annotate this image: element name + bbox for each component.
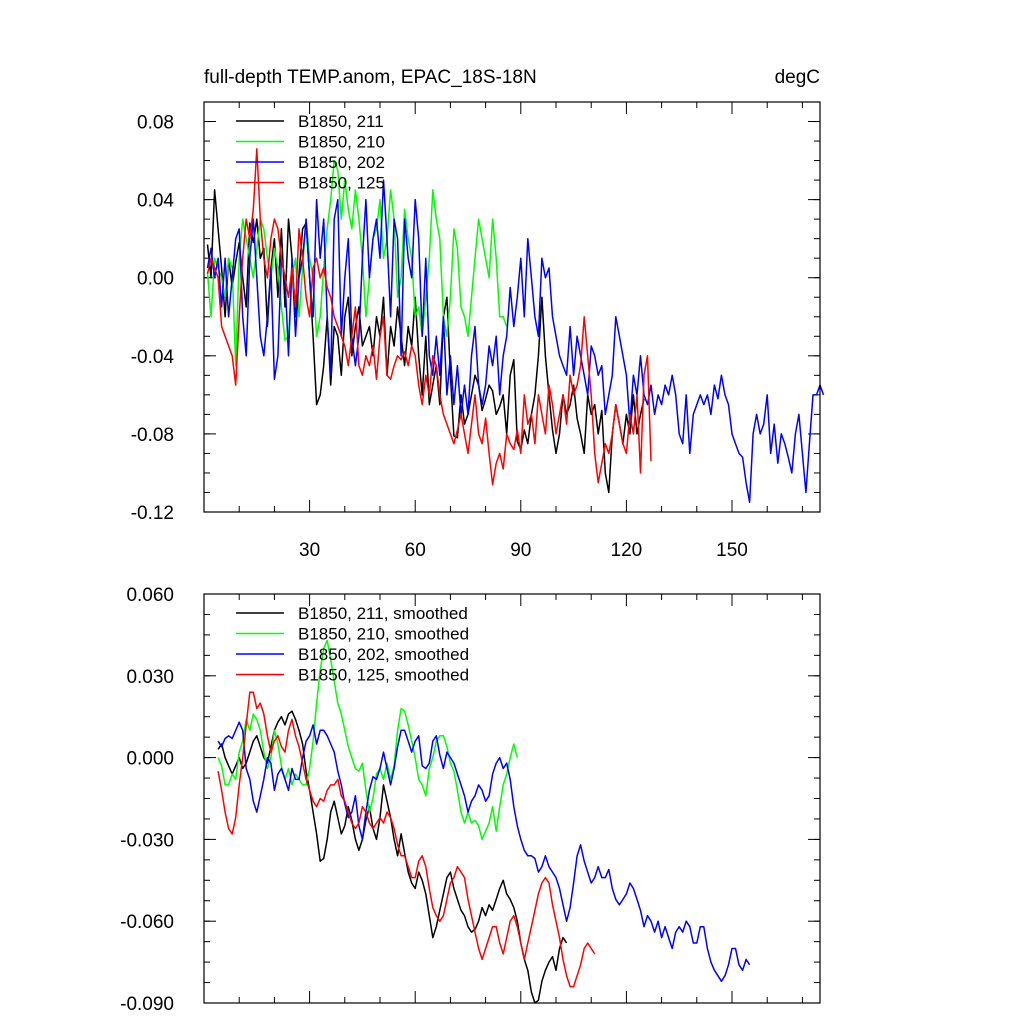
series-line-4 — [217, 691, 596, 988]
series-line-2 — [206, 159, 508, 367]
series-line-3 — [206, 179, 825, 503]
y-tick-label: 0.030 — [126, 667, 174, 688]
chart-title: full-depth TEMP.anom, EPAC_18S-18N — [204, 67, 537, 88]
legend-label: B1850, 125, smoothed — [298, 666, 469, 685]
series-group — [206, 148, 825, 503]
legend: B1850, 211, smoothed B1850, 210, smoothed… — [236, 604, 469, 685]
plot-frame — [203, 101, 821, 513]
y-tick-label: -0.12 — [131, 503, 174, 524]
plot-frame — [203, 593, 821, 1004]
legend-label: B1850, 202 — [298, 153, 385, 172]
x-tick-label: 150 — [716, 540, 748, 561]
y-tick-label: -0.04 — [131, 347, 175, 368]
series-group — [217, 639, 751, 1004]
panel-bottom: 0.060 0.030 0.000 -0.030 -0.060 -0.090 B1850,… — [120, 585, 821, 1015]
x-tick-label: 60 — [405, 540, 426, 561]
series-line-1 — [217, 710, 568, 1004]
y-tick-label: 0.060 — [126, 585, 174, 606]
legend-label: B1850, 211 — [298, 112, 384, 131]
y-tick-label: -0.060 — [120, 912, 174, 933]
y-tick-label: 0.00 — [137, 269, 174, 290]
y-tick-label: 0.08 — [137, 113, 174, 134]
y-tick-label: -0.030 — [120, 830, 174, 851]
x-tick-label: 90 — [510, 540, 531, 561]
x-tick-label: 120 — [611, 540, 643, 561]
legend-label: B1850, 211, smoothed — [298, 604, 468, 623]
series-line-4 — [206, 148, 652, 486]
legend-label: B1850, 210, smoothed — [298, 625, 469, 644]
legend-label: B1850, 125 — [298, 174, 385, 193]
panel-top: full-depth TEMP.anom, EPAC_18S-18N degC … — [131, 67, 825, 561]
units-label: degC — [775, 67, 820, 88]
series-line-3 — [217, 721, 751, 982]
y-tick-label: 0.000 — [126, 749, 174, 770]
y-tick-label: -0.090 — [120, 994, 174, 1015]
y-tick-label: -0.08 — [131, 425, 174, 446]
legend-label: B1850, 210 — [298, 133, 385, 152]
y-tick-label: 0.04 — [137, 191, 174, 212]
legend-label: B1850, 202, smoothed — [298, 645, 469, 664]
x-tick-label: 30 — [299, 540, 320, 561]
axes-ticks: 0.060 0.030 0.000 -0.030 -0.060 -0.090 — [120, 585, 820, 1015]
